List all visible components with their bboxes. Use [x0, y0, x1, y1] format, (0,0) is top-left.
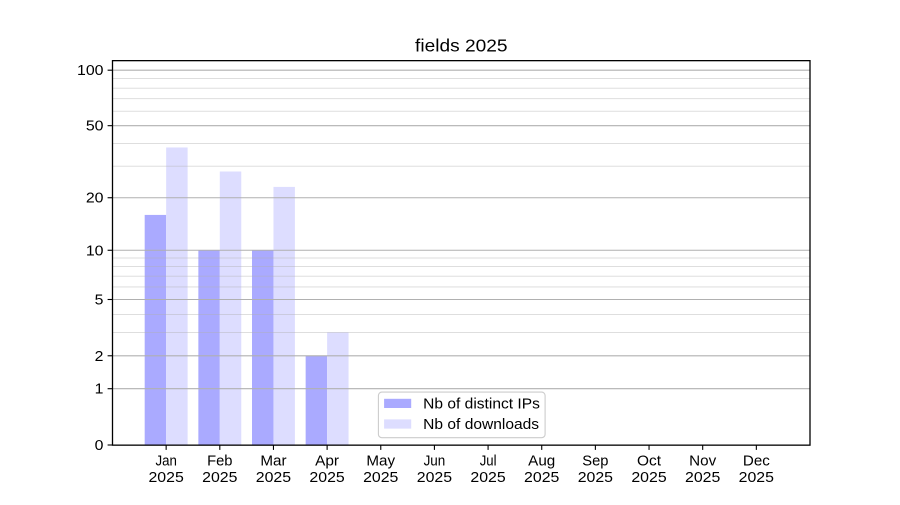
svg-text:100: 100: [77, 63, 104, 79]
svg-text:2025: 2025: [524, 470, 559, 486]
svg-text:Nb of downloads: Nb of downloads: [423, 417, 539, 433]
svg-text:2025: 2025: [202, 470, 237, 486]
svg-text:fields 2025: fields 2025: [415, 36, 508, 56]
svg-text:2025: 2025: [739, 470, 774, 486]
svg-text:Mar: Mar: [260, 454, 286, 470]
svg-text:Aug: Aug: [528, 454, 555, 470]
svg-text:20: 20: [86, 191, 104, 207]
svg-text:Jun: Jun: [424, 454, 446, 470]
svg-text:1: 1: [95, 382, 104, 398]
svg-text:Jul: Jul: [480, 454, 497, 470]
svg-text:2025: 2025: [148, 470, 183, 486]
svg-text:Apr: Apr: [315, 454, 339, 470]
svg-text:2025: 2025: [631, 470, 666, 486]
svg-text:Oct: Oct: [637, 454, 661, 470]
svg-text:Dec: Dec: [743, 454, 770, 470]
svg-text:Jan: Jan: [155, 454, 176, 470]
svg-text:2: 2: [95, 349, 104, 365]
svg-text:May: May: [366, 454, 395, 470]
svg-text:2025: 2025: [578, 470, 613, 486]
svg-text:2025: 2025: [685, 470, 720, 486]
svg-text:5: 5: [95, 292, 104, 308]
svg-text:2025: 2025: [470, 470, 505, 486]
svg-text:10: 10: [86, 243, 104, 259]
svg-text:2025: 2025: [256, 470, 291, 486]
svg-text:Sep: Sep: [582, 454, 608, 470]
svg-text:2025: 2025: [417, 470, 452, 486]
svg-text:2025: 2025: [363, 470, 398, 486]
svg-text:Feb: Feb: [207, 454, 232, 470]
svg-text:2025: 2025: [309, 470, 344, 486]
svg-text:50: 50: [86, 119, 104, 135]
svg-text:Nov: Nov: [689, 454, 717, 470]
svg-text:Nb of distinct IPs: Nb of distinct IPs: [423, 396, 540, 412]
svg-text:0: 0: [95, 438, 104, 454]
